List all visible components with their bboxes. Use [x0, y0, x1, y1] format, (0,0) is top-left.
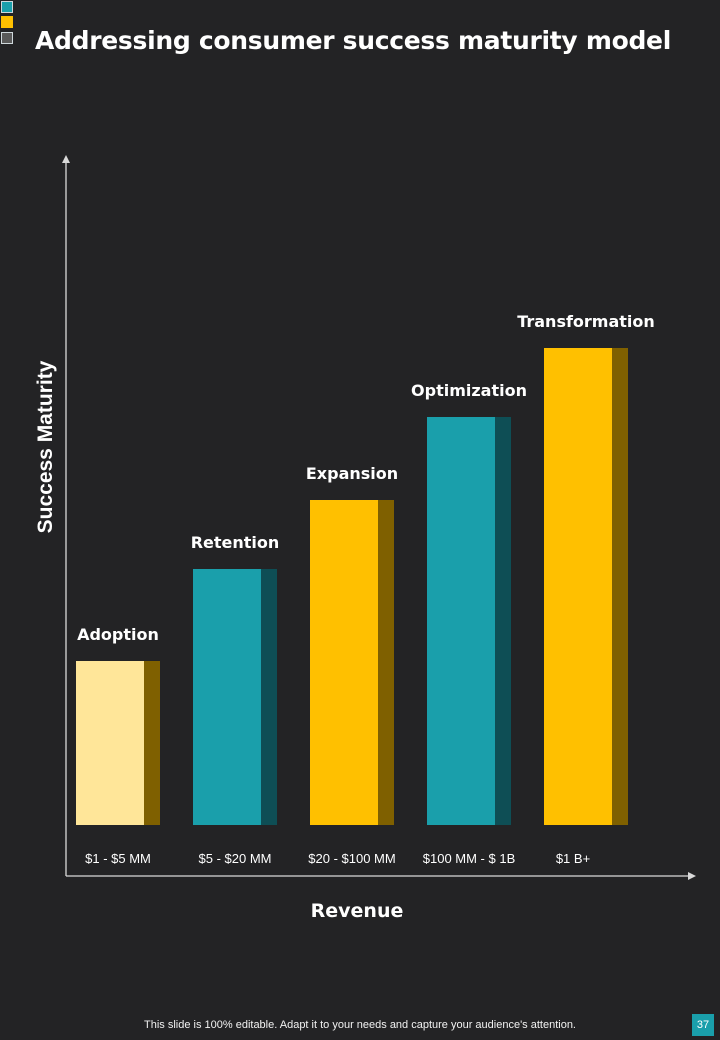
x-tick-label-2: $5 - $20 MM — [199, 851, 272, 866]
bar-side-5 — [612, 348, 628, 825]
x-tick-label-1: $1 - $5 MM — [85, 851, 151, 866]
bar-3 — [310, 500, 378, 825]
bar-2 — [193, 569, 261, 825]
x-tick-label-4: $100 MM - $ 1B — [423, 851, 516, 866]
stage-label-3: Expansion — [306, 464, 398, 483]
maturity-bar-chart: Success Maturity Revenue Adoption $1 - $5… — [34, 155, 696, 922]
decor-square-yellow — [1, 16, 13, 28]
footer-note: This slide is 100% editable. Adapt it to… — [144, 1019, 576, 1031]
page-number: 37 — [692, 1014, 714, 1036]
bar-side-4 — [495, 417, 511, 825]
x-tick-label-3: $20 - $100 MM — [308, 851, 395, 866]
stage-label-5: Transformation — [517, 312, 655, 331]
stage-label-1: Adoption — [77, 625, 159, 644]
chart-labels: Success Maturity Revenue Adoption $1 - $5… — [34, 312, 655, 922]
y-axis-arrow — [62, 155, 70, 163]
x-axis-arrow — [688, 872, 696, 880]
decor-square-teal — [1, 1, 13, 13]
x-tick-label-5: $1 B+ — [556, 851, 590, 866]
bar-side-2 — [261, 569, 277, 825]
stage-label-2: Retention — [191, 533, 280, 552]
chart-axes — [62, 155, 696, 880]
bar-5 — [544, 348, 612, 825]
chart-bars — [76, 348, 628, 825]
bar-side-1 — [144, 661, 160, 825]
x-axis-label: Revenue — [311, 900, 404, 922]
slide-title: Addressing consumer success maturity mod… — [35, 26, 671, 55]
decor-square-gray — [1, 32, 13, 44]
y-axis-label: Success Maturity — [34, 360, 57, 533]
stage-label-4: Optimization — [411, 381, 527, 400]
bar-side-3 — [378, 500, 394, 825]
bar-4 — [427, 417, 495, 825]
bar-1 — [76, 661, 144, 825]
